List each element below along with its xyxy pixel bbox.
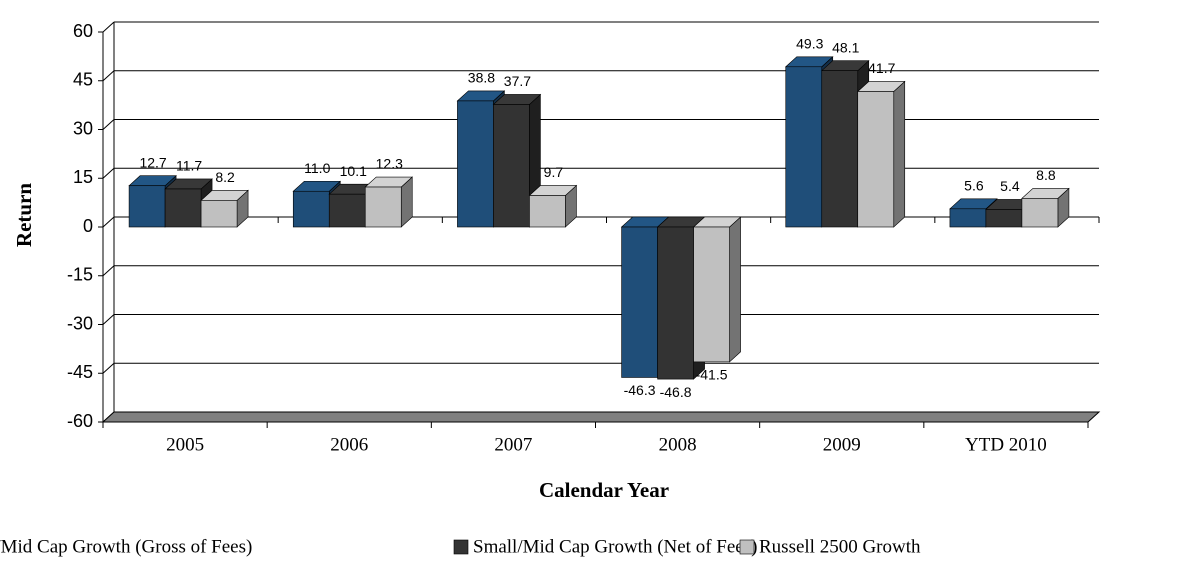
bar-front — [200, 200, 238, 228]
y-axis-title: Return — [12, 183, 36, 247]
y-tick-label: 0 — [83, 216, 93, 236]
value-label: 49.3 — [796, 35, 823, 51]
bar-front — [657, 226, 694, 380]
grid-depth — [102, 167, 115, 179]
bar — [200, 189, 249, 228]
legend-label: Small/Mid Cap Growth (Net of Fees) — [473, 536, 757, 557]
grid-depth — [102, 119, 115, 130]
x-tick-label: 2009 — [823, 434, 861, 455]
value-label: 41.7 — [868, 60, 895, 76]
y-tick-label: 15 — [73, 167, 93, 187]
bar-front — [457, 100, 494, 228]
bar-front — [529, 195, 566, 228]
value-label: 9.7 — [544, 164, 564, 180]
bar-front — [857, 91, 895, 228]
bar — [856, 80, 906, 228]
bar-front — [1021, 198, 1059, 228]
value-label: 12.7 — [139, 154, 166, 170]
bar-side — [893, 80, 906, 228]
bar-front — [985, 209, 1023, 228]
grid-depth — [102, 265, 115, 277]
y-tick-label: 30 — [73, 118, 93, 138]
x-tick-label: 2007 — [494, 434, 532, 455]
bar-front — [621, 226, 658, 378]
y-tick-label: 60 — [73, 21, 93, 41]
bar — [1021, 187, 1070, 228]
value-label: 11.0 — [304, 160, 330, 176]
y-tick-label: 45 — [73, 70, 93, 90]
value-label: 11.7 — [176, 158, 202, 174]
value-label: 48.1 — [832, 39, 859, 55]
bar-front — [821, 70, 859, 228]
x-tick-label: YTD 2010 — [965, 434, 1047, 455]
value-label: 5.4 — [1000, 178, 1020, 194]
x-tick-label: 2005 — [166, 434, 204, 455]
value-label: -46.8 — [660, 384, 692, 400]
value-label: 37.7 — [504, 73, 531, 89]
x-tick-label: 2006 — [330, 434, 368, 455]
legend-label: Small/Mid Cap Growth (Gross of Fees) — [0, 536, 252, 557]
value-label: 10.1 — [340, 163, 367, 179]
x-tick-label: 2008 — [659, 434, 697, 455]
grid-depth — [102, 70, 115, 82]
grid-depth — [102, 216, 115, 228]
value-label: -46.3 — [624, 382, 656, 398]
value-label: -41.5 — [696, 367, 728, 383]
bar — [692, 216, 742, 363]
bar — [528, 184, 578, 228]
bar-front — [364, 186, 402, 228]
bar-front — [693, 226, 730, 363]
bar-side — [729, 216, 741, 363]
bar-front — [292, 190, 330, 228]
legend-label: Russell 2500 Growth — [759, 536, 921, 557]
grid-depth — [102, 314, 115, 325]
y-tick-label: -15 — [67, 265, 93, 285]
bar — [364, 176, 414, 228]
legend-swatch — [453, 539, 469, 555]
grid-depth — [102, 362, 115, 374]
value-label: 38.8 — [468, 70, 495, 86]
value-label: 8.2 — [215, 169, 235, 185]
legend-swatch — [739, 539, 755, 555]
y-tick-label: -30 — [67, 313, 93, 333]
x-axis-title: Calendar Year — [539, 478, 669, 502]
y-tick-label: -45 — [67, 362, 93, 382]
bar-front — [949, 208, 987, 228]
value-label: 8.8 — [1036, 167, 1056, 183]
bar-front — [328, 193, 366, 228]
value-label: 12.3 — [376, 156, 403, 172]
floor — [101, 411, 1101, 423]
bar-front — [785, 66, 823, 228]
y-tick-label: -60 — [67, 411, 93, 431]
bar-front — [164, 188, 202, 228]
grid-depth — [102, 21, 115, 33]
bar-front — [128, 185, 166, 228]
bar-front — [493, 104, 530, 228]
value-label: 5.6 — [964, 178, 984, 194]
